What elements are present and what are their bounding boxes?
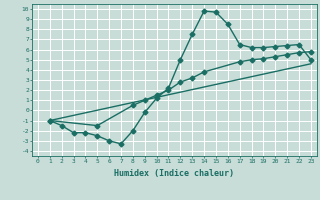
X-axis label: Humidex (Indice chaleur): Humidex (Indice chaleur) [115, 169, 234, 178]
